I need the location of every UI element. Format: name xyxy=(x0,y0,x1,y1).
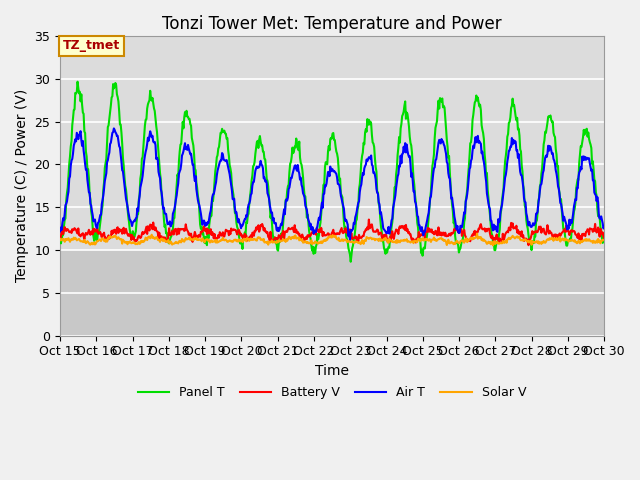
Solar V xyxy=(489,242,497,248)
Solar V xyxy=(206,240,214,245)
Battery V xyxy=(206,229,214,235)
Battery V xyxy=(122,226,130,232)
Bar xyxy=(60,250,604,336)
Solar V xyxy=(66,239,74,245)
Air T xyxy=(110,126,118,132)
Air T xyxy=(600,225,608,230)
Battery V xyxy=(600,235,608,241)
Title: Tonzi Tower Met: Temperature and Power: Tonzi Tower Met: Temperature and Power xyxy=(163,15,502,33)
Panel T xyxy=(66,154,74,159)
Panel T xyxy=(123,194,131,200)
Air T xyxy=(346,238,354,243)
Air T xyxy=(178,153,186,158)
Text: TZ_tmet: TZ_tmet xyxy=(63,39,120,52)
Battery V xyxy=(56,237,64,242)
Line: Battery V: Battery V xyxy=(60,219,604,245)
Line: Solar V: Solar V xyxy=(60,234,604,245)
Air T xyxy=(66,173,74,179)
Panel T xyxy=(416,235,424,241)
Solar V xyxy=(177,240,185,245)
Battery V xyxy=(415,229,422,235)
Battery V xyxy=(177,227,185,232)
Battery V xyxy=(66,229,74,235)
Air T xyxy=(56,228,64,234)
Solar V xyxy=(473,231,481,237)
Solar V xyxy=(414,236,422,242)
Solar V xyxy=(56,236,64,242)
Legend: Panel T, Battery V, Air T, Solar V: Panel T, Battery V, Air T, Solar V xyxy=(133,381,531,404)
Battery V xyxy=(525,242,532,248)
Battery V xyxy=(399,224,407,229)
Line: Air T: Air T xyxy=(60,129,604,240)
Line: Panel T: Panel T xyxy=(60,82,604,262)
Air T xyxy=(123,200,131,205)
Air T xyxy=(416,222,424,228)
Panel T xyxy=(207,213,214,219)
Y-axis label: Temperature (C) / Power (V): Temperature (C) / Power (V) xyxy=(15,89,29,282)
Solar V xyxy=(398,238,406,243)
Panel T xyxy=(74,79,81,84)
X-axis label: Time: Time xyxy=(315,364,349,378)
Panel T xyxy=(56,234,64,240)
Panel T xyxy=(400,108,408,114)
Air T xyxy=(400,144,408,150)
Battery V xyxy=(365,216,372,222)
Panel T xyxy=(178,130,186,135)
Panel T xyxy=(600,232,608,238)
Air T xyxy=(207,208,214,214)
Solar V xyxy=(600,238,608,243)
Panel T xyxy=(347,259,355,264)
Solar V xyxy=(122,240,130,245)
